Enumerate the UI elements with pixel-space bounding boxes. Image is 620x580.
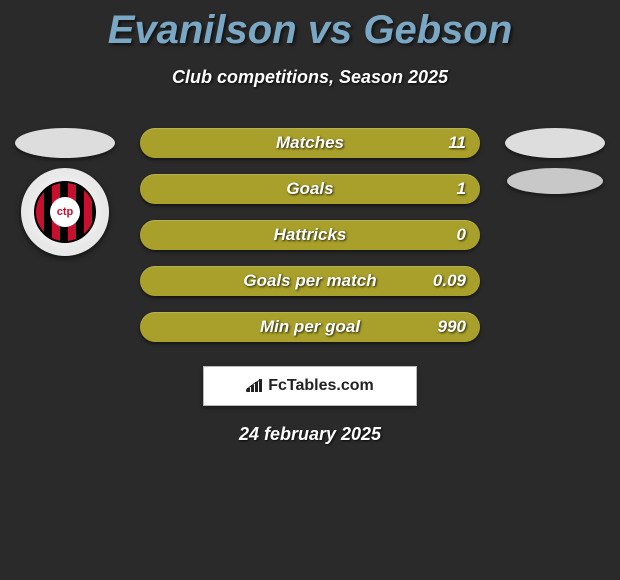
footer-date: 24 february 2025 (0, 424, 620, 445)
stat-row-min-per-goal: Min per goal 990 (140, 312, 480, 342)
left-player-column: ctp (10, 128, 120, 256)
stat-value: 0.09 (433, 271, 466, 291)
stat-label: Matches (276, 133, 344, 153)
stat-row-goals: Goals 1 (140, 174, 480, 204)
stat-value: 1 (457, 179, 466, 199)
stats-bars: Matches 11 Goals 1 Hattricks 0 Goals per… (140, 128, 480, 342)
club-badge: ctp (21, 168, 109, 256)
stat-row-goals-per-match: Goals per match 0.09 (140, 266, 480, 296)
club-badge-abbrev: ctp (50, 197, 80, 227)
comparison-panel: ctp Matches 11 Goals 1 Hattricks 0 Goals… (0, 128, 620, 445)
club-badge-placeholder (507, 168, 603, 194)
stat-label: Goals (286, 179, 333, 199)
player-photo-placeholder (505, 128, 605, 158)
stat-row-hattricks: Hattricks 0 (140, 220, 480, 250)
stat-row-matches: Matches 11 (140, 128, 480, 158)
page-title: Evanilson vs Gebson (0, 0, 620, 53)
subtitle: Club competitions, Season 2025 (0, 67, 620, 88)
brand-text: FcTables.com (268, 377, 374, 395)
stat-value: 990 (438, 317, 466, 337)
player-photo-placeholder (15, 128, 115, 158)
right-player-column (500, 128, 610, 194)
club-badge-stripes: ctp (34, 181, 96, 243)
stat-label: Hattricks (274, 225, 347, 245)
stat-value: 0 (457, 225, 466, 245)
stat-label: Goals per match (243, 271, 376, 291)
stat-value: 11 (448, 133, 466, 153)
bar-chart-icon (246, 379, 264, 393)
brand-watermark: FcTables.com (203, 366, 417, 406)
stat-label: Min per goal (260, 317, 360, 337)
